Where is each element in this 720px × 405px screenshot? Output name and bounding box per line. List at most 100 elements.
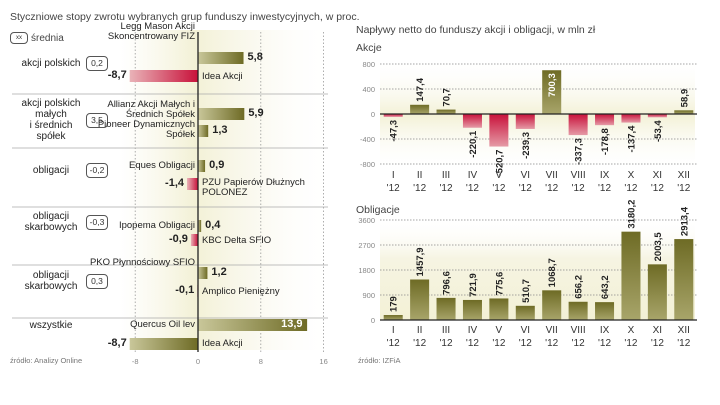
- best-value-label: 5,8: [247, 51, 263, 63]
- y-tick-label: -800: [360, 160, 375, 169]
- month-label: XII: [678, 170, 690, 181]
- average-badge: 0,3: [86, 274, 108, 289]
- category-label-line: obligacji: [32, 270, 70, 281]
- bar: [410, 279, 430, 320]
- bar: [647, 114, 667, 118]
- x-tick-label: 8: [259, 357, 263, 366]
- year-label: '12: [624, 183, 637, 194]
- bar-value-label: 775,6: [494, 272, 505, 296]
- category-label-line: spółek: [36, 131, 66, 142]
- bar-value-label: 58,9: [679, 89, 690, 108]
- bar: [542, 70, 562, 114]
- best-value-label: 0,9: [209, 159, 225, 171]
- bar: [489, 298, 509, 320]
- bar: [647, 264, 667, 320]
- y-tick-label: 900: [362, 291, 375, 300]
- bar: [542, 290, 562, 320]
- year-label: '12: [440, 338, 453, 349]
- year-label: '12: [387, 338, 400, 349]
- bar: [515, 305, 535, 320]
- category-label-line: małych: [35, 109, 67, 120]
- bar: [383, 114, 403, 117]
- bar: [568, 301, 588, 320]
- month-label: X: [628, 325, 635, 336]
- akcje-background: [380, 60, 695, 170]
- category-label-line: skarbowych: [24, 222, 78, 233]
- month-label: XI: [653, 325, 662, 336]
- month-label: IV: [468, 170, 478, 181]
- month-label: VII: [546, 170, 558, 181]
- worst-fund-name: Idea Akcji: [202, 71, 243, 82]
- bar-best: [198, 160, 206, 172]
- year-label: '12: [492, 183, 505, 194]
- left-chart-title: Styczniowe stopy zwrotu wybranych grup f…: [10, 11, 360, 23]
- bar-value-label: 147,4: [415, 77, 426, 101]
- akcje-chart-title: Akcje: [356, 42, 382, 54]
- year-label: '12: [545, 338, 558, 349]
- category-label: wszystkie: [14, 320, 88, 331]
- worst-value-label: 1,3: [212, 124, 228, 136]
- category-label: akcji polskich: [14, 58, 88, 69]
- obligacje-chart-title: Obligacje: [356, 204, 400, 216]
- month-label: XI: [653, 170, 662, 181]
- average-badge: 3,5: [86, 113, 108, 128]
- bar-worst: [190, 234, 198, 246]
- legend-average-box: xx: [10, 32, 28, 44]
- year-label: '12: [651, 338, 664, 349]
- bar: [489, 114, 509, 147]
- category-label: obligacji skarbowych: [14, 270, 88, 292]
- left-source: źródło: Analizy Online: [10, 356, 83, 365]
- bar-value-label: 510,7: [521, 279, 532, 303]
- worst-value-label: -1,4: [165, 177, 185, 189]
- worst-fund-name: Idea Akcji: [202, 338, 243, 349]
- best-fund-name: Quercus Oil lev: [130, 319, 195, 330]
- average-badge: -0,2: [86, 163, 108, 178]
- bar: [515, 114, 535, 129]
- bar-best: [198, 108, 245, 120]
- y-tick-label: 800: [362, 60, 375, 69]
- month-label: VIII: [571, 325, 586, 336]
- bar-value-label: 2913,4: [679, 206, 690, 236]
- bar-value-label: 643,2: [600, 275, 611, 299]
- year-label: '12: [598, 338, 611, 349]
- best-value-label: 5,9: [248, 107, 264, 119]
- best-value-label: 13,9: [281, 318, 303, 330]
- bar-best: [198, 267, 208, 279]
- category-label-line: akcji polskich: [21, 98, 81, 109]
- year-label: '12: [624, 338, 637, 349]
- left-chart: -8 0 8 16: [12, 30, 335, 366]
- worst-value-label: -8,7: [107, 69, 127, 81]
- best-fund-name: Ipopema Obligacji: [118, 220, 195, 231]
- bar-value-label: 656,2: [574, 275, 585, 299]
- worst-fund-name: Pioneer Dynamicznych Spółek: [97, 119, 195, 140]
- best-fund-name: Eques Obligacji: [128, 160, 195, 171]
- year-label: '12: [413, 183, 426, 194]
- bar-value-label: -220,1: [468, 130, 479, 158]
- month-label: VIII: [571, 170, 586, 181]
- month-label: X: [628, 170, 635, 181]
- month-label: IX: [600, 325, 610, 336]
- best-fund-name: Legg Mason Akcji Skoncentrowany FIZ: [107, 21, 195, 42]
- left-chart-background: [120, 30, 335, 350]
- bar: [383, 315, 403, 320]
- x-tick-label: 0: [196, 357, 200, 366]
- y-tick-label: -400: [360, 135, 375, 144]
- year-label: '12: [492, 338, 505, 349]
- bar-worst: [198, 125, 209, 137]
- y-tick-label: 0: [371, 316, 375, 325]
- x-tick-label: 16: [319, 357, 327, 366]
- category-label-line: skarbowych: [24, 281, 78, 292]
- legend-average-label: średnia: [31, 32, 64, 44]
- year-label: '12: [677, 338, 690, 349]
- month-label: I: [392, 325, 395, 336]
- best-fund-name: Allianz Akcji Małych i Średnich Spółek: [107, 99, 195, 120]
- y-tick-label: 1800: [358, 266, 375, 275]
- right-source: źródło: IZFiA: [358, 356, 401, 365]
- bar-value-label: -137,4: [626, 125, 637, 153]
- month-label: V: [496, 170, 503, 181]
- bar-value-label: 1457,9: [415, 247, 426, 276]
- month-label: II: [417, 325, 423, 336]
- year-label: '12: [519, 338, 532, 349]
- year-label: '12: [466, 183, 479, 194]
- month-label: II: [417, 170, 423, 181]
